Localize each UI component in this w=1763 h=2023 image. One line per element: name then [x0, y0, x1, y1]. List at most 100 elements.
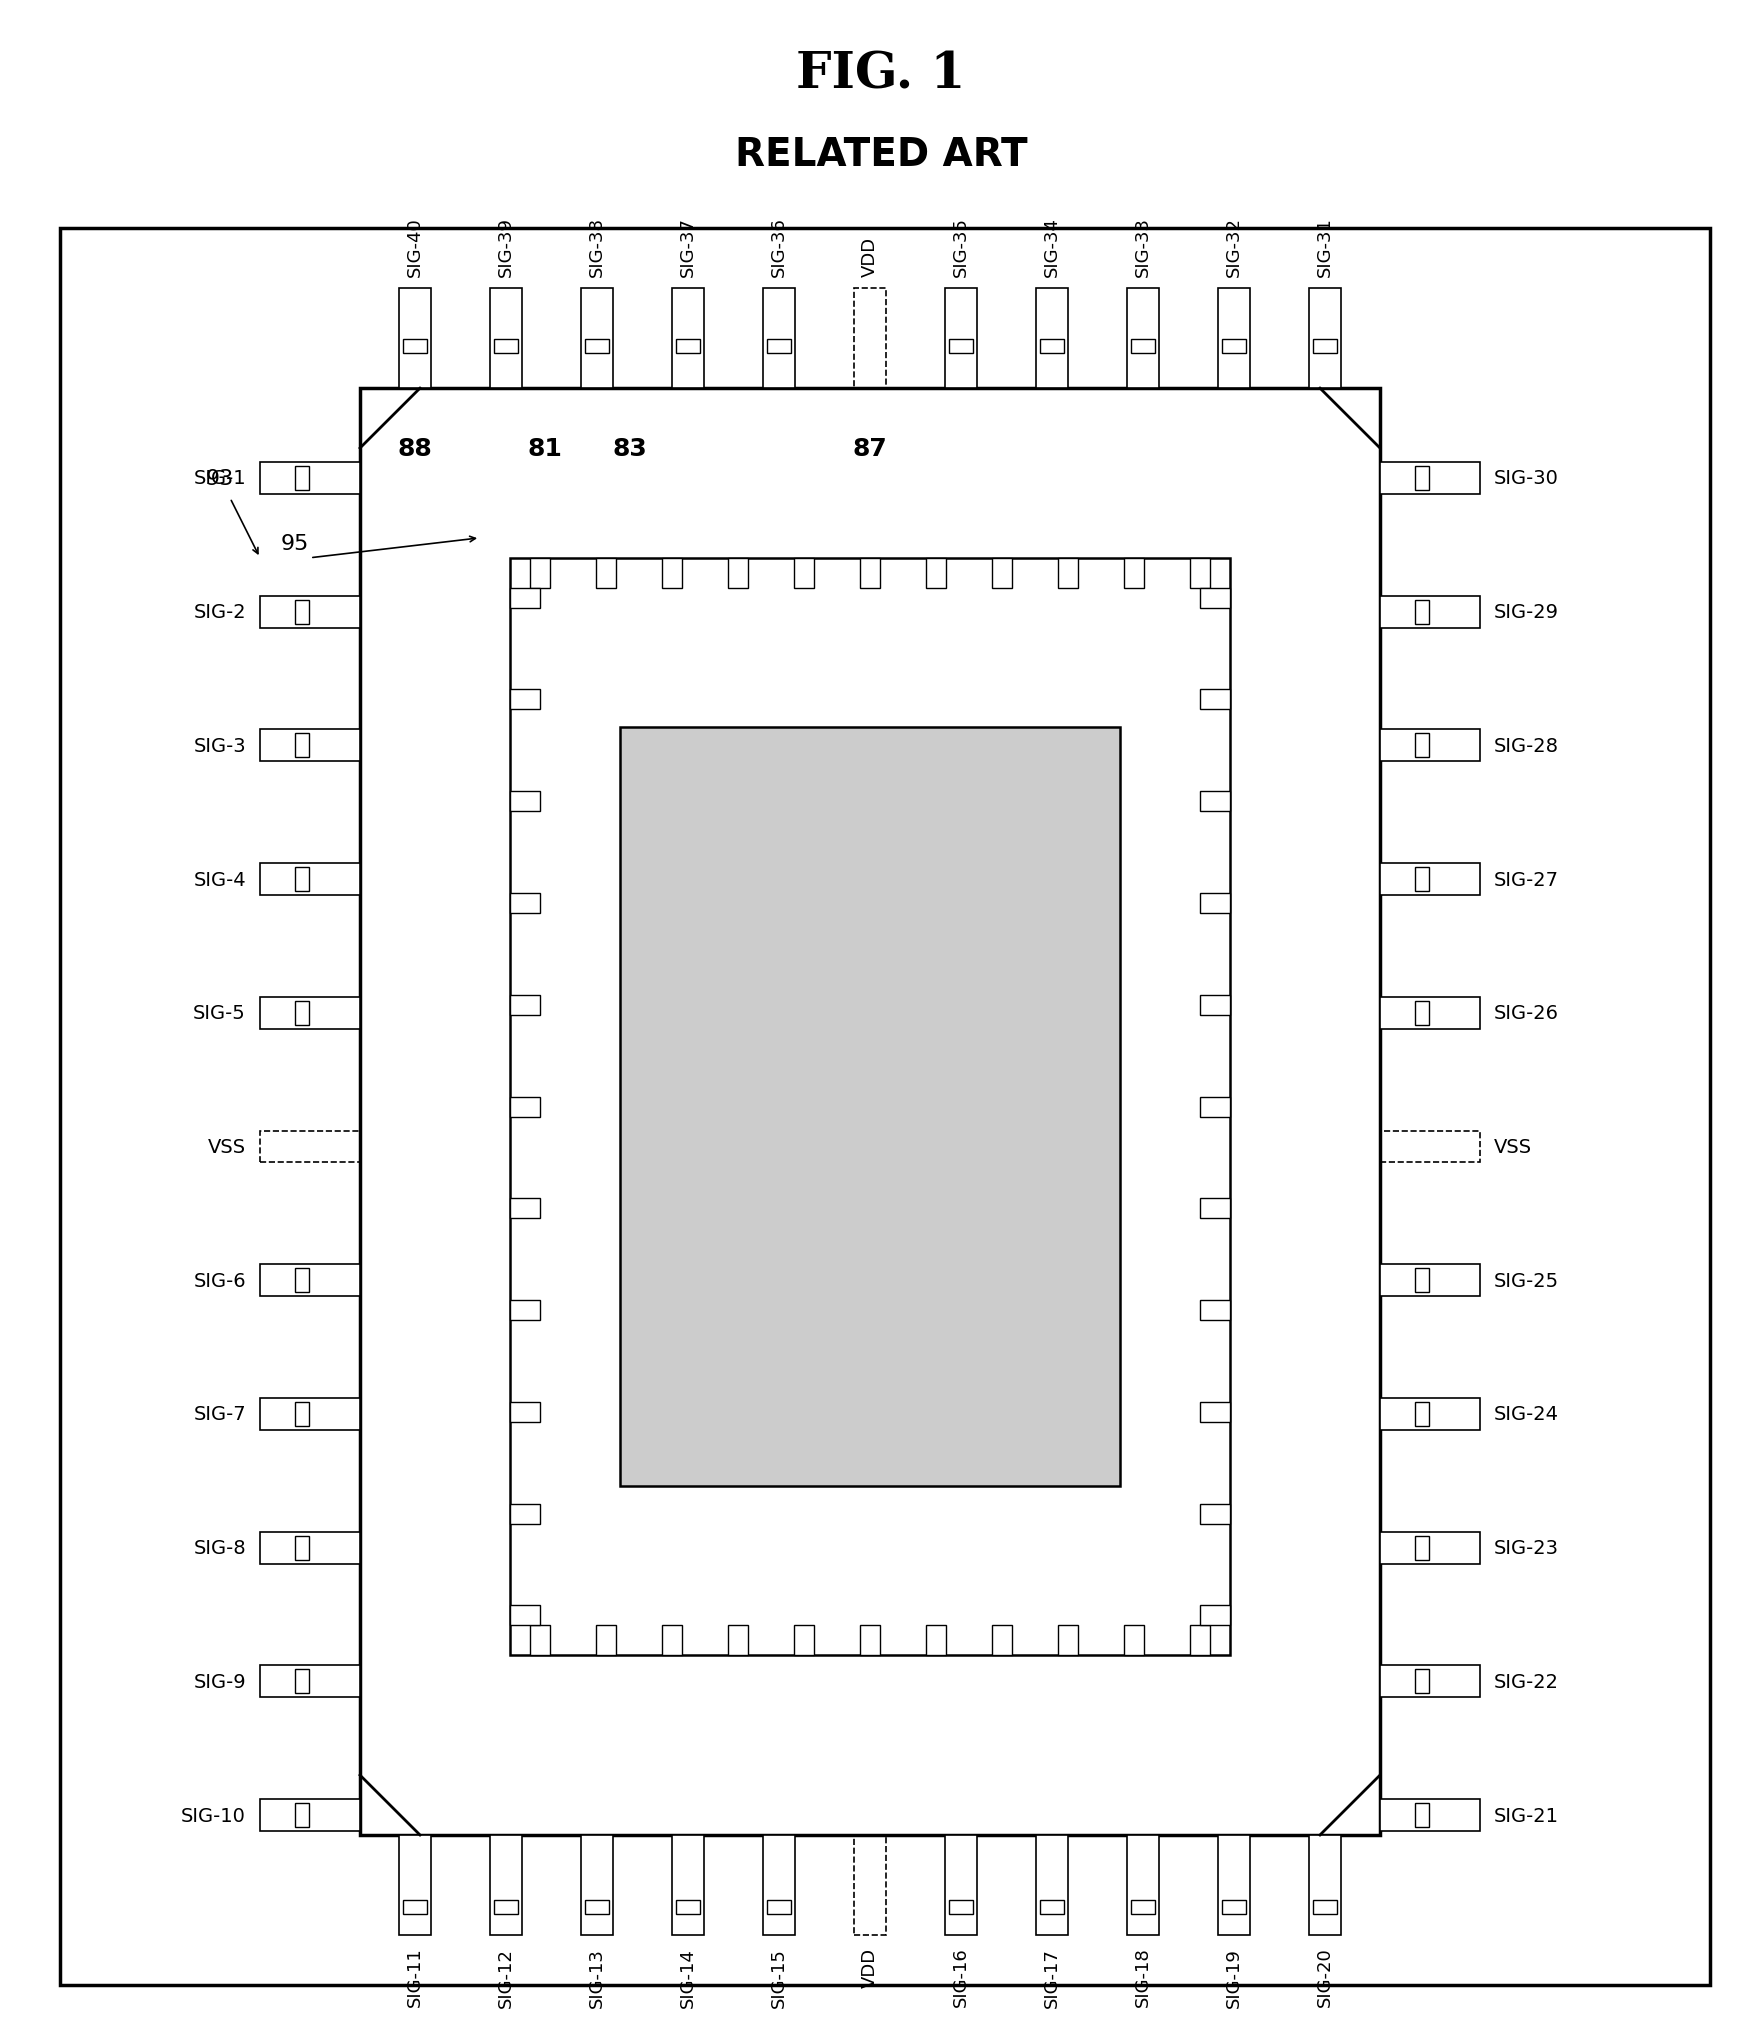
Text: SIG-17: SIG-17: [1044, 1946, 1061, 2007]
Bar: [531, 1626, 550, 1655]
Text: SIG-22: SIG-22: [1493, 1671, 1558, 1691]
Bar: [1313, 1900, 1336, 1914]
Bar: [510, 1402, 539, 1422]
Bar: [494, 1900, 518, 1914]
Text: SIG-38: SIG-38: [589, 216, 606, 277]
Text: SIG-8: SIG-8: [194, 1537, 247, 1558]
Bar: [294, 734, 309, 759]
Bar: [1201, 589, 1231, 609]
Bar: [294, 1402, 309, 1426]
Bar: [793, 558, 815, 589]
Text: VSS: VSS: [208, 1137, 247, 1157]
Bar: [259, 463, 360, 496]
Bar: [767, 1900, 792, 1914]
Bar: [1380, 1665, 1479, 1697]
Text: SIG-15: SIG-15: [770, 1946, 788, 2007]
Text: SIG-40: SIG-40: [405, 218, 423, 277]
Bar: [1040, 1900, 1065, 1914]
Bar: [945, 1835, 977, 1934]
Bar: [259, 864, 360, 896]
Text: SIG-37: SIG-37: [679, 216, 696, 277]
Bar: [763, 289, 795, 388]
Text: SIG-25: SIG-25: [1493, 1270, 1558, 1291]
Bar: [853, 289, 887, 388]
Bar: [585, 1900, 608, 1914]
Bar: [926, 558, 947, 589]
Text: SIG-18: SIG-18: [1134, 1946, 1151, 2007]
Bar: [398, 1835, 430, 1934]
Text: SIG-31: SIG-31: [1315, 216, 1335, 277]
Bar: [793, 1626, 815, 1655]
Text: VDD: VDD: [860, 1946, 880, 1987]
Bar: [675, 1900, 700, 1914]
Bar: [672, 1835, 703, 1934]
Text: SIG-33: SIG-33: [1134, 216, 1151, 277]
Bar: [510, 894, 539, 914]
Bar: [1222, 340, 1246, 354]
Bar: [294, 601, 309, 625]
Text: SIG-1: SIG-1: [194, 469, 247, 488]
Bar: [510, 1503, 539, 1523]
Bar: [661, 558, 682, 589]
Bar: [510, 1200, 539, 1218]
Bar: [763, 1835, 795, 1934]
Bar: [1380, 1264, 1479, 1297]
Bar: [1380, 1798, 1479, 1831]
Bar: [490, 289, 522, 388]
Bar: [510, 1301, 539, 1321]
Bar: [1416, 467, 1430, 492]
Text: VSS: VSS: [1493, 1137, 1532, 1157]
Bar: [1218, 289, 1250, 388]
Text: SIG-11: SIG-11: [405, 1946, 423, 2007]
Bar: [1190, 558, 1209, 589]
Bar: [294, 1001, 309, 1026]
Text: SIG-34: SIG-34: [1044, 216, 1061, 277]
Bar: [1201, 1402, 1231, 1422]
Bar: [675, 340, 700, 354]
Bar: [1201, 995, 1231, 1016]
Text: 83: 83: [612, 437, 647, 461]
Bar: [728, 558, 748, 589]
Bar: [259, 1398, 360, 1430]
Bar: [259, 997, 360, 1030]
Bar: [1127, 1835, 1158, 1934]
Text: SIG-9: SIG-9: [194, 1671, 247, 1691]
Bar: [1127, 289, 1158, 388]
Text: SIG-3: SIG-3: [194, 736, 247, 755]
Bar: [1040, 340, 1065, 354]
Bar: [1380, 1131, 1479, 1163]
Text: RELATED ART: RELATED ART: [735, 136, 1028, 174]
Bar: [494, 340, 518, 354]
Bar: [1190, 1626, 1209, 1655]
Bar: [360, 388, 1380, 1835]
Text: SIG-16: SIG-16: [952, 1946, 970, 2007]
Text: SIG-32: SIG-32: [1225, 216, 1243, 277]
Bar: [259, 597, 360, 629]
Bar: [259, 1531, 360, 1564]
Text: SIG-7: SIG-7: [194, 1404, 247, 1424]
Bar: [294, 1535, 309, 1560]
Bar: [1380, 997, 1479, 1030]
Bar: [1201, 1301, 1231, 1321]
Text: SIG-10: SIG-10: [182, 1807, 247, 1825]
Bar: [60, 229, 1710, 1985]
Bar: [1037, 1835, 1068, 1934]
Bar: [596, 558, 615, 589]
Bar: [1125, 558, 1144, 589]
Bar: [259, 730, 360, 763]
Bar: [1125, 1626, 1144, 1655]
Text: 95: 95: [280, 534, 309, 554]
Bar: [853, 1835, 887, 1934]
Bar: [531, 558, 550, 589]
Bar: [993, 558, 1012, 589]
Bar: [1132, 1900, 1155, 1914]
Bar: [1380, 1398, 1479, 1430]
Bar: [1218, 1835, 1250, 1934]
Bar: [1201, 1096, 1231, 1117]
Bar: [1308, 289, 1342, 388]
Text: SIG-2: SIG-2: [194, 603, 247, 621]
Text: SIG-21: SIG-21: [1493, 1807, 1558, 1825]
Text: 93: 93: [206, 469, 234, 490]
Bar: [948, 1900, 973, 1914]
Text: SIG-30: SIG-30: [1493, 469, 1558, 488]
